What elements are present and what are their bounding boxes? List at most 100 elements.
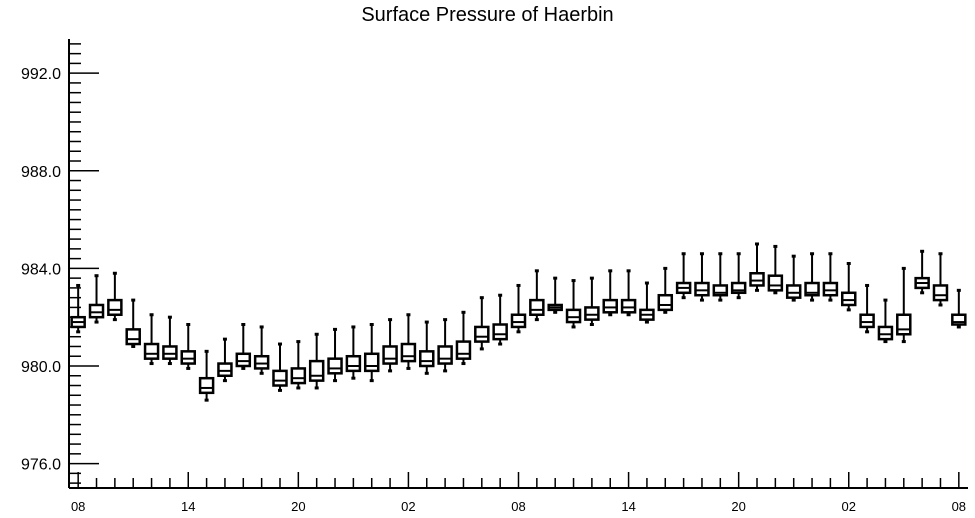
box-mark (510, 283, 527, 334)
box-mark (657, 266, 674, 314)
box-mark (455, 310, 472, 366)
box-body (749, 272, 765, 287)
box-mark (217, 337, 233, 383)
box-mark (584, 276, 600, 327)
box-body (437, 345, 453, 365)
box-body (198, 376, 215, 395)
box-mark (694, 252, 710, 302)
box-body (217, 362, 233, 378)
box-mark (125, 298, 141, 348)
box-mark (180, 323, 197, 370)
box-mark (382, 318, 398, 373)
box-body (877, 325, 894, 341)
box-mark (785, 254, 802, 302)
box-body (785, 284, 802, 299)
box-body (951, 313, 967, 326)
box-body (620, 298, 637, 314)
box-body (657, 293, 674, 312)
box-mark (327, 327, 343, 383)
box-body (712, 284, 729, 297)
x-tick-label: 08 (952, 499, 966, 514)
box-body (107, 298, 123, 316)
x-tick-label: 08 (511, 499, 525, 514)
box-mark (400, 313, 417, 370)
box-mark (363, 323, 380, 383)
box-body (474, 325, 490, 343)
box-mark (70, 283, 86, 334)
box-body (272, 369, 288, 387)
box-mark (620, 269, 637, 317)
box-mark (565, 279, 582, 329)
box-body (125, 328, 141, 346)
box-series (70, 242, 967, 402)
box-mark (932, 252, 949, 307)
box-body (822, 281, 839, 297)
box-body (932, 284, 949, 302)
y-tick-label: 992.0 (21, 66, 61, 83)
x-tick-label: 14 (181, 499, 195, 514)
box-body (455, 340, 472, 360)
box-mark (88, 274, 105, 324)
box-mark (308, 332, 325, 390)
box-mark (143, 313, 160, 366)
y-tick-label: 984.0 (21, 261, 61, 278)
box-body (896, 313, 912, 336)
box-mark (272, 342, 288, 392)
box-body (602, 298, 618, 314)
box-body (180, 350, 197, 365)
box-body (694, 281, 710, 297)
box-body (859, 313, 875, 329)
box-mark (951, 288, 967, 329)
box-body (290, 367, 307, 385)
box-mark (896, 266, 912, 344)
y-tick-label: 988.0 (21, 164, 61, 181)
box-mark (162, 315, 178, 366)
x-tick-label: 20 (291, 499, 305, 514)
tick-labels: 976.0 980.0 984.0 988.0 992.0 08 14 20 02 08 14 20 0… (21, 66, 966, 514)
box-body (235, 352, 252, 368)
box-body (162, 345, 178, 360)
box-body (308, 359, 325, 382)
box-body (584, 306, 600, 321)
box-mark (602, 269, 618, 317)
box-mark (804, 252, 820, 302)
box-mark (547, 276, 563, 314)
box-body (565, 308, 582, 324)
box-body (143, 342, 160, 360)
box-body (529, 298, 545, 316)
box-mark (675, 252, 692, 300)
box-mark (419, 320, 435, 375)
x-tick-label: 02 (401, 499, 415, 514)
box-body (840, 291, 857, 307)
box-body (492, 323, 508, 341)
x-tick-label: 08 (71, 499, 85, 514)
box-mark (840, 262, 857, 312)
axes (68, 39, 968, 489)
box-mark (822, 252, 839, 302)
box-body (767, 274, 784, 292)
box-body (419, 350, 435, 368)
box-body (382, 345, 398, 365)
box-mark (639, 281, 655, 324)
box-mark (290, 340, 307, 390)
box-body (363, 352, 380, 373)
x-tick-label: 14 (621, 499, 635, 514)
box-body (730, 281, 747, 295)
box-mark (107, 271, 123, 322)
box-mark (474, 296, 490, 351)
x-tick-label: 02 (842, 499, 856, 514)
box-mark (767, 244, 784, 295)
box-mark (198, 349, 215, 402)
box-mark (730, 252, 747, 300)
box-mark (253, 325, 270, 375)
box-mark (529, 269, 545, 322)
y-tick-label: 980.0 (21, 359, 61, 376)
box-mark (345, 325, 362, 380)
x-tick-label: 20 (731, 499, 745, 514)
box-mark (749, 242, 765, 292)
box-mark (859, 283, 875, 334)
box-mark (914, 249, 930, 295)
box-mark (492, 293, 508, 346)
chart-title: Surface Pressure of Haerbin (361, 4, 614, 26)
